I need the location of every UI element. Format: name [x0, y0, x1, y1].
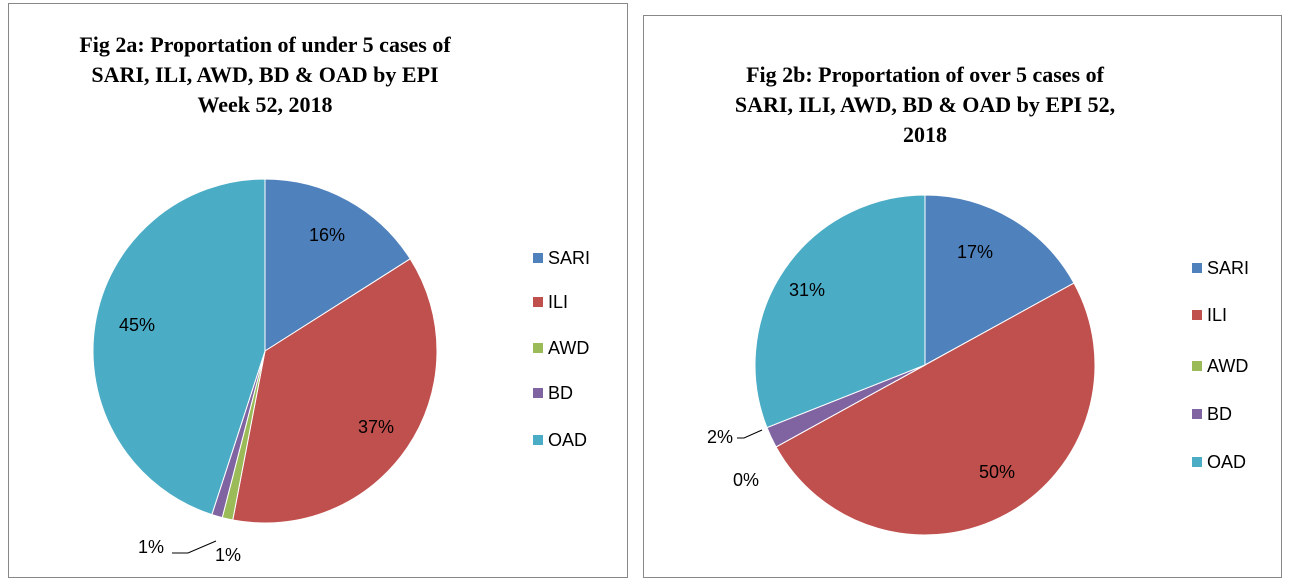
data-label: 0% — [733, 470, 759, 490]
data-label: 17% — [957, 242, 993, 262]
data-label: 1% — [215, 545, 241, 565]
legend-swatch — [533, 297, 543, 307]
data-label: 31% — [789, 280, 825, 300]
legend-swatch — [533, 253, 543, 263]
legend-label: AWD — [1207, 356, 1248, 376]
legend-swatch — [1192, 457, 1202, 467]
data-label: 1% — [138, 537, 164, 557]
legend-label: SARI — [1207, 258, 1249, 278]
pie-slice — [924, 194, 1075, 366]
pie-slice — [232, 258, 438, 524]
chart-title: Fig 2a: Proportation of under 5 cases of… — [79, 32, 451, 117]
data-label: 2% — [707, 427, 733, 447]
legend-label: ILI — [1207, 305, 1227, 325]
pie-slice — [92, 178, 266, 516]
legend-swatch — [1192, 361, 1202, 371]
legend-label: BD — [1207, 404, 1232, 424]
chart-title: Fig 2b: Proportation of over 5 cases of … — [734, 62, 1116, 147]
legend-swatch — [533, 343, 543, 353]
data-label: 37% — [358, 417, 394, 437]
legend-swatch — [1192, 263, 1202, 273]
pie-slice — [754, 194, 926, 429]
legend-label: AWD — [548, 338, 589, 358]
legend-label: BD — [548, 383, 573, 403]
legend-label: ILI — [548, 292, 568, 312]
legend-label: OAD — [548, 430, 587, 450]
pie-slice — [264, 178, 411, 352]
leader-line — [737, 429, 763, 439]
legend-label: OAD — [1207, 452, 1246, 472]
pie-slice — [775, 282, 1096, 535]
legend-swatch — [533, 388, 543, 398]
data-label: 50% — [979, 462, 1015, 482]
legend-label: SARI — [548, 248, 590, 268]
leader-line — [172, 540, 217, 554]
legend-swatch — [1192, 310, 1202, 320]
data-label: 45% — [119, 315, 155, 335]
legend-swatch — [1192, 409, 1202, 419]
data-label: 16% — [309, 225, 345, 245]
legend-swatch — [533, 435, 543, 445]
